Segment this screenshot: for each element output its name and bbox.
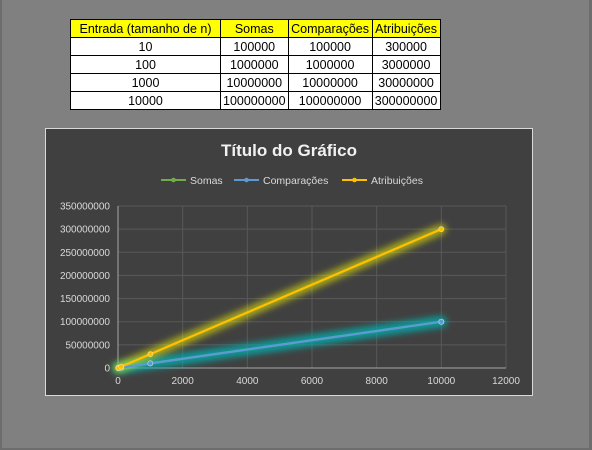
table-row: 1000 10000000 10000000 30000000 — [70, 73, 441, 92]
line-chart: 0 50000000 100000000 150000000 200000000 2500… — [60, 175, 520, 388]
y-tick-label: 0 — [104, 364, 110, 375]
data-point — [118, 363, 125, 370]
table-cell[interactable]: 100000000 — [287, 91, 373, 110]
data-table: Entrada (tamanho de n) Somas Comparações… — [70, 19, 441, 110]
sheet-edge-right — [589, 0, 592, 450]
chart-title[interactable]: Título do Gráfico — [221, 141, 357, 160]
table-header-row: Entrada (tamanho de n) Somas Comparações… — [70, 19, 441, 38]
y-tick-label: 50000000 — [66, 340, 111, 351]
x-tick-label: 10000 — [427, 376, 455, 387]
x-tick-label: 6000 — [301, 376, 324, 387]
table-cell[interactable]: 300000000 — [371, 91, 441, 110]
header-cell[interactable]: Comparações — [287, 19, 373, 38]
table-cell[interactable]: 10 — [70, 37, 221, 56]
table-cell[interactable]: 300000 — [371, 37, 441, 56]
y-tick-label: 350000000 — [60, 202, 110, 213]
x-tick-label: 4000 — [236, 376, 259, 387]
x-tick-label: 12000 — [492, 376, 520, 387]
x-tick-label: 8000 — [366, 376, 389, 387]
data-point — [438, 318, 445, 325]
table-cell[interactable]: 10000000 — [287, 73, 373, 92]
table-cell[interactable]: 3000000 — [371, 55, 441, 74]
y-tick-label: 200000000 — [60, 271, 110, 282]
y-tick-label: 300000000 — [60, 225, 110, 236]
table-row: 10000 100000000 100000000 300000000 — [70, 91, 441, 110]
x-tick-label: 0 — [115, 376, 121, 387]
header-cell[interactable]: Entrada (tamanho de n) — [70, 19, 221, 38]
y-tick-label: 100000000 — [60, 317, 110, 328]
legend-entry[interactable]: Somas — [190, 175, 223, 187]
table-row: 10 100000 100000 300000 — [70, 37, 441, 56]
table-cell[interactable]: 100000 — [287, 37, 373, 56]
y-tick-label: 150000000 — [60, 294, 110, 305]
data-point — [438, 226, 445, 233]
legend[interactable]: Somas Comparações Atribuições — [161, 175, 423, 187]
table-cell[interactable]: 100000000 — [220, 91, 289, 110]
header-cell[interactable]: Somas — [220, 19, 289, 38]
sheet-edge-bottom — [0, 448, 592, 450]
data-point — [147, 351, 154, 358]
legend-marker-dot — [352, 177, 357, 183]
table-cell[interactable]: 100 — [70, 55, 221, 74]
data-point — [147, 360, 154, 367]
table-cell[interactable]: 100000 — [220, 37, 289, 56]
sheet-edge-left — [0, 0, 2, 450]
chart-area[interactable]: Título do Gráfico 0 50000000 100000000 1500… — [45, 128, 533, 396]
table-cell[interactable]: 10000 — [70, 91, 221, 110]
header-cell[interactable]: Atribuições — [371, 19, 441, 38]
axes: 0 50000000 100000000 150000000 200000000 2500… — [60, 202, 520, 388]
table-cell[interactable]: 1000000 — [287, 55, 373, 74]
table-cell[interactable]: 1000 — [70, 73, 221, 92]
table-cell[interactable]: 10000000 — [220, 73, 289, 92]
x-tick-label: 2000 — [172, 376, 195, 387]
series-lines — [115, 226, 445, 371]
legend-marker-dot — [244, 177, 249, 183]
legend-entry[interactable]: Comparações — [263, 175, 328, 187]
table-cell[interactable]: 30000000 — [371, 73, 441, 92]
legend-marker-dot — [171, 177, 176, 183]
table-row: 100 1000000 1000000 3000000 — [70, 55, 441, 74]
table-cell[interactable]: 1000000 — [220, 55, 289, 74]
legend-entry[interactable]: Atribuições — [371, 175, 423, 187]
y-tick-label: 250000000 — [60, 248, 110, 259]
